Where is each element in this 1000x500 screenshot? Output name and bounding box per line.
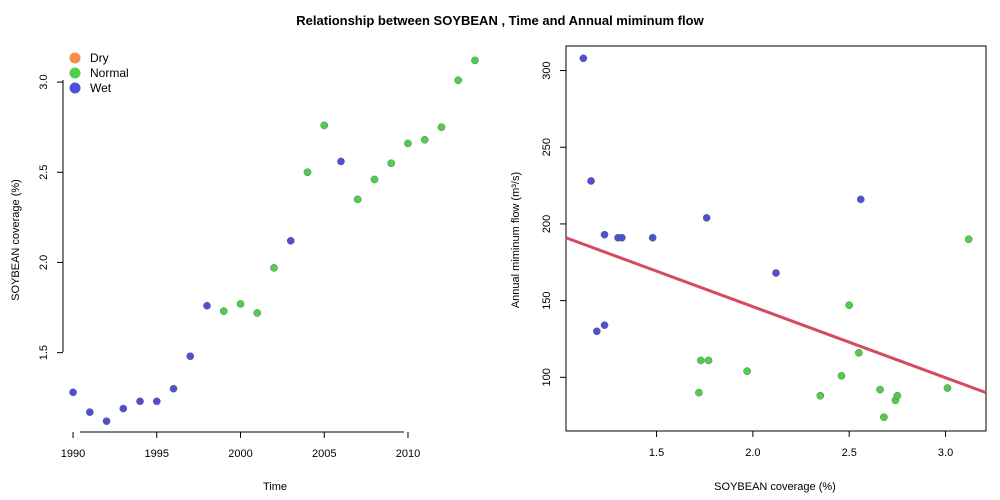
point-wet	[579, 54, 588, 63]
right-points	[579, 54, 973, 421]
right-x-tick-label: 1.5	[649, 447, 664, 459]
point-wet	[587, 177, 595, 185]
point-wet	[169, 384, 178, 393]
left-x-tick-label: 1995	[145, 448, 169, 460]
point-normal	[893, 391, 902, 400]
point-normal	[454, 76, 463, 85]
point-wet	[648, 233, 657, 242]
point-wet	[856, 195, 865, 204]
regression-line-group	[565, 236, 987, 395]
point-normal	[880, 413, 888, 421]
point-wet	[85, 408, 94, 416]
point-normal	[837, 371, 846, 380]
point-normal	[236, 300, 245, 308]
point-wet	[119, 404, 128, 413]
point-wet	[337, 157, 345, 166]
regression-line	[565, 236, 987, 395]
point-wet	[203, 301, 211, 310]
point-wet	[286, 237, 295, 245]
point-normal	[697, 356, 705, 365]
point-normal	[845, 301, 854, 310]
point-normal	[964, 235, 973, 244]
point-normal	[855, 348, 863, 357]
point-normal	[420, 135, 429, 144]
point-wet	[186, 352, 195, 361]
point-normal	[303, 168, 312, 177]
right-y-tick-label: 300	[541, 61, 553, 79]
point-wet	[618, 233, 626, 242]
point-normal	[704, 356, 713, 365]
right-y-axis-label: Annual miminum flow (m³/s)	[510, 172, 522, 308]
left-y-tick-label: 2.5	[38, 165, 50, 180]
left-y-ticks: 1.5 2.0 2.5 3.0	[38, 74, 63, 360]
left-y-tick-label: 2.0	[38, 255, 50, 270]
right-y-tick-label: 250	[541, 138, 553, 156]
legend-label-dry: Dry	[90, 51, 109, 65]
left-y-tick-label: 1.5	[38, 345, 50, 360]
left-x-ticks: 1990 1995 2000 2005 2010	[61, 432, 420, 460]
right-plot-frame	[565, 45, 987, 432]
legend-marker-wet	[69, 82, 81, 94]
legend-label-normal: Normal	[90, 66, 129, 80]
right-y-tick-label: 200	[541, 215, 553, 233]
right-x-tick-label: 2.0	[745, 447, 760, 459]
point-normal	[320, 121, 329, 130]
point-wet	[772, 269, 780, 277]
left-y-axis-label: SOYBEAN coverage (%)	[10, 179, 22, 301]
point-normal	[471, 56, 479, 65]
point-wet	[600, 321, 609, 329]
legend-marker-normal	[69, 67, 81, 79]
right-x-tick-label: 3.0	[938, 447, 953, 459]
left-x-axis-label: Time	[263, 481, 287, 493]
point-normal	[695, 388, 703, 397]
point-normal	[370, 175, 379, 184]
point-normal	[387, 159, 396, 168]
legend-marker-dry	[69, 52, 81, 64]
right-y-ticks: 100 150 200 250 300	[541, 61, 566, 386]
point-normal	[876, 385, 884, 394]
point-normal	[353, 195, 362, 204]
legend-label-wet: Wet	[90, 81, 112, 95]
point-wet	[593, 327, 601, 336]
left-points	[69, 56, 479, 425]
point-wet	[136, 397, 144, 406]
point-wet	[152, 397, 161, 406]
left-x-tick-label: 2010	[396, 448, 420, 460]
right-x-ticks: 1.5 2.0 2.5 3.0	[649, 431, 953, 459]
point-normal	[437, 123, 446, 131]
chart-title: Relationship between SOYBEAN , Time and …	[296, 13, 704, 28]
right-y-tick-label: 100	[541, 368, 553, 386]
right-x-axis-label: SOYBEAN coverage (%)	[714, 481, 836, 493]
right-panel: 1.5 2.0 2.5 3.0 100 150 200 250 300 SOYBEAN cov…	[510, 45, 987, 493]
point-wet	[102, 417, 111, 425]
right-y-tick-label: 150	[541, 291, 553, 309]
point-normal	[270, 264, 278, 272]
point-wet	[600, 230, 609, 239]
point-wet	[69, 388, 77, 397]
left-y-tick-label: 3.0	[38, 74, 50, 89]
point-normal	[943, 384, 952, 392]
point-normal	[219, 307, 228, 315]
left-x-tick-label: 2005	[312, 448, 336, 460]
point-normal	[816, 391, 825, 400]
left-x-tick-label: 1990	[61, 448, 85, 460]
right-x-tick-label: 2.5	[842, 447, 857, 459]
left-panel: 1990 1995 2000 2005 2010 1.5 2.0 2.5 3.0 Time S…	[10, 51, 479, 493]
point-normal	[404, 139, 412, 148]
left-x-tick-label: 2000	[228, 448, 252, 460]
point-normal	[253, 309, 262, 317]
point-wet	[702, 213, 711, 222]
point-normal	[743, 367, 751, 375]
